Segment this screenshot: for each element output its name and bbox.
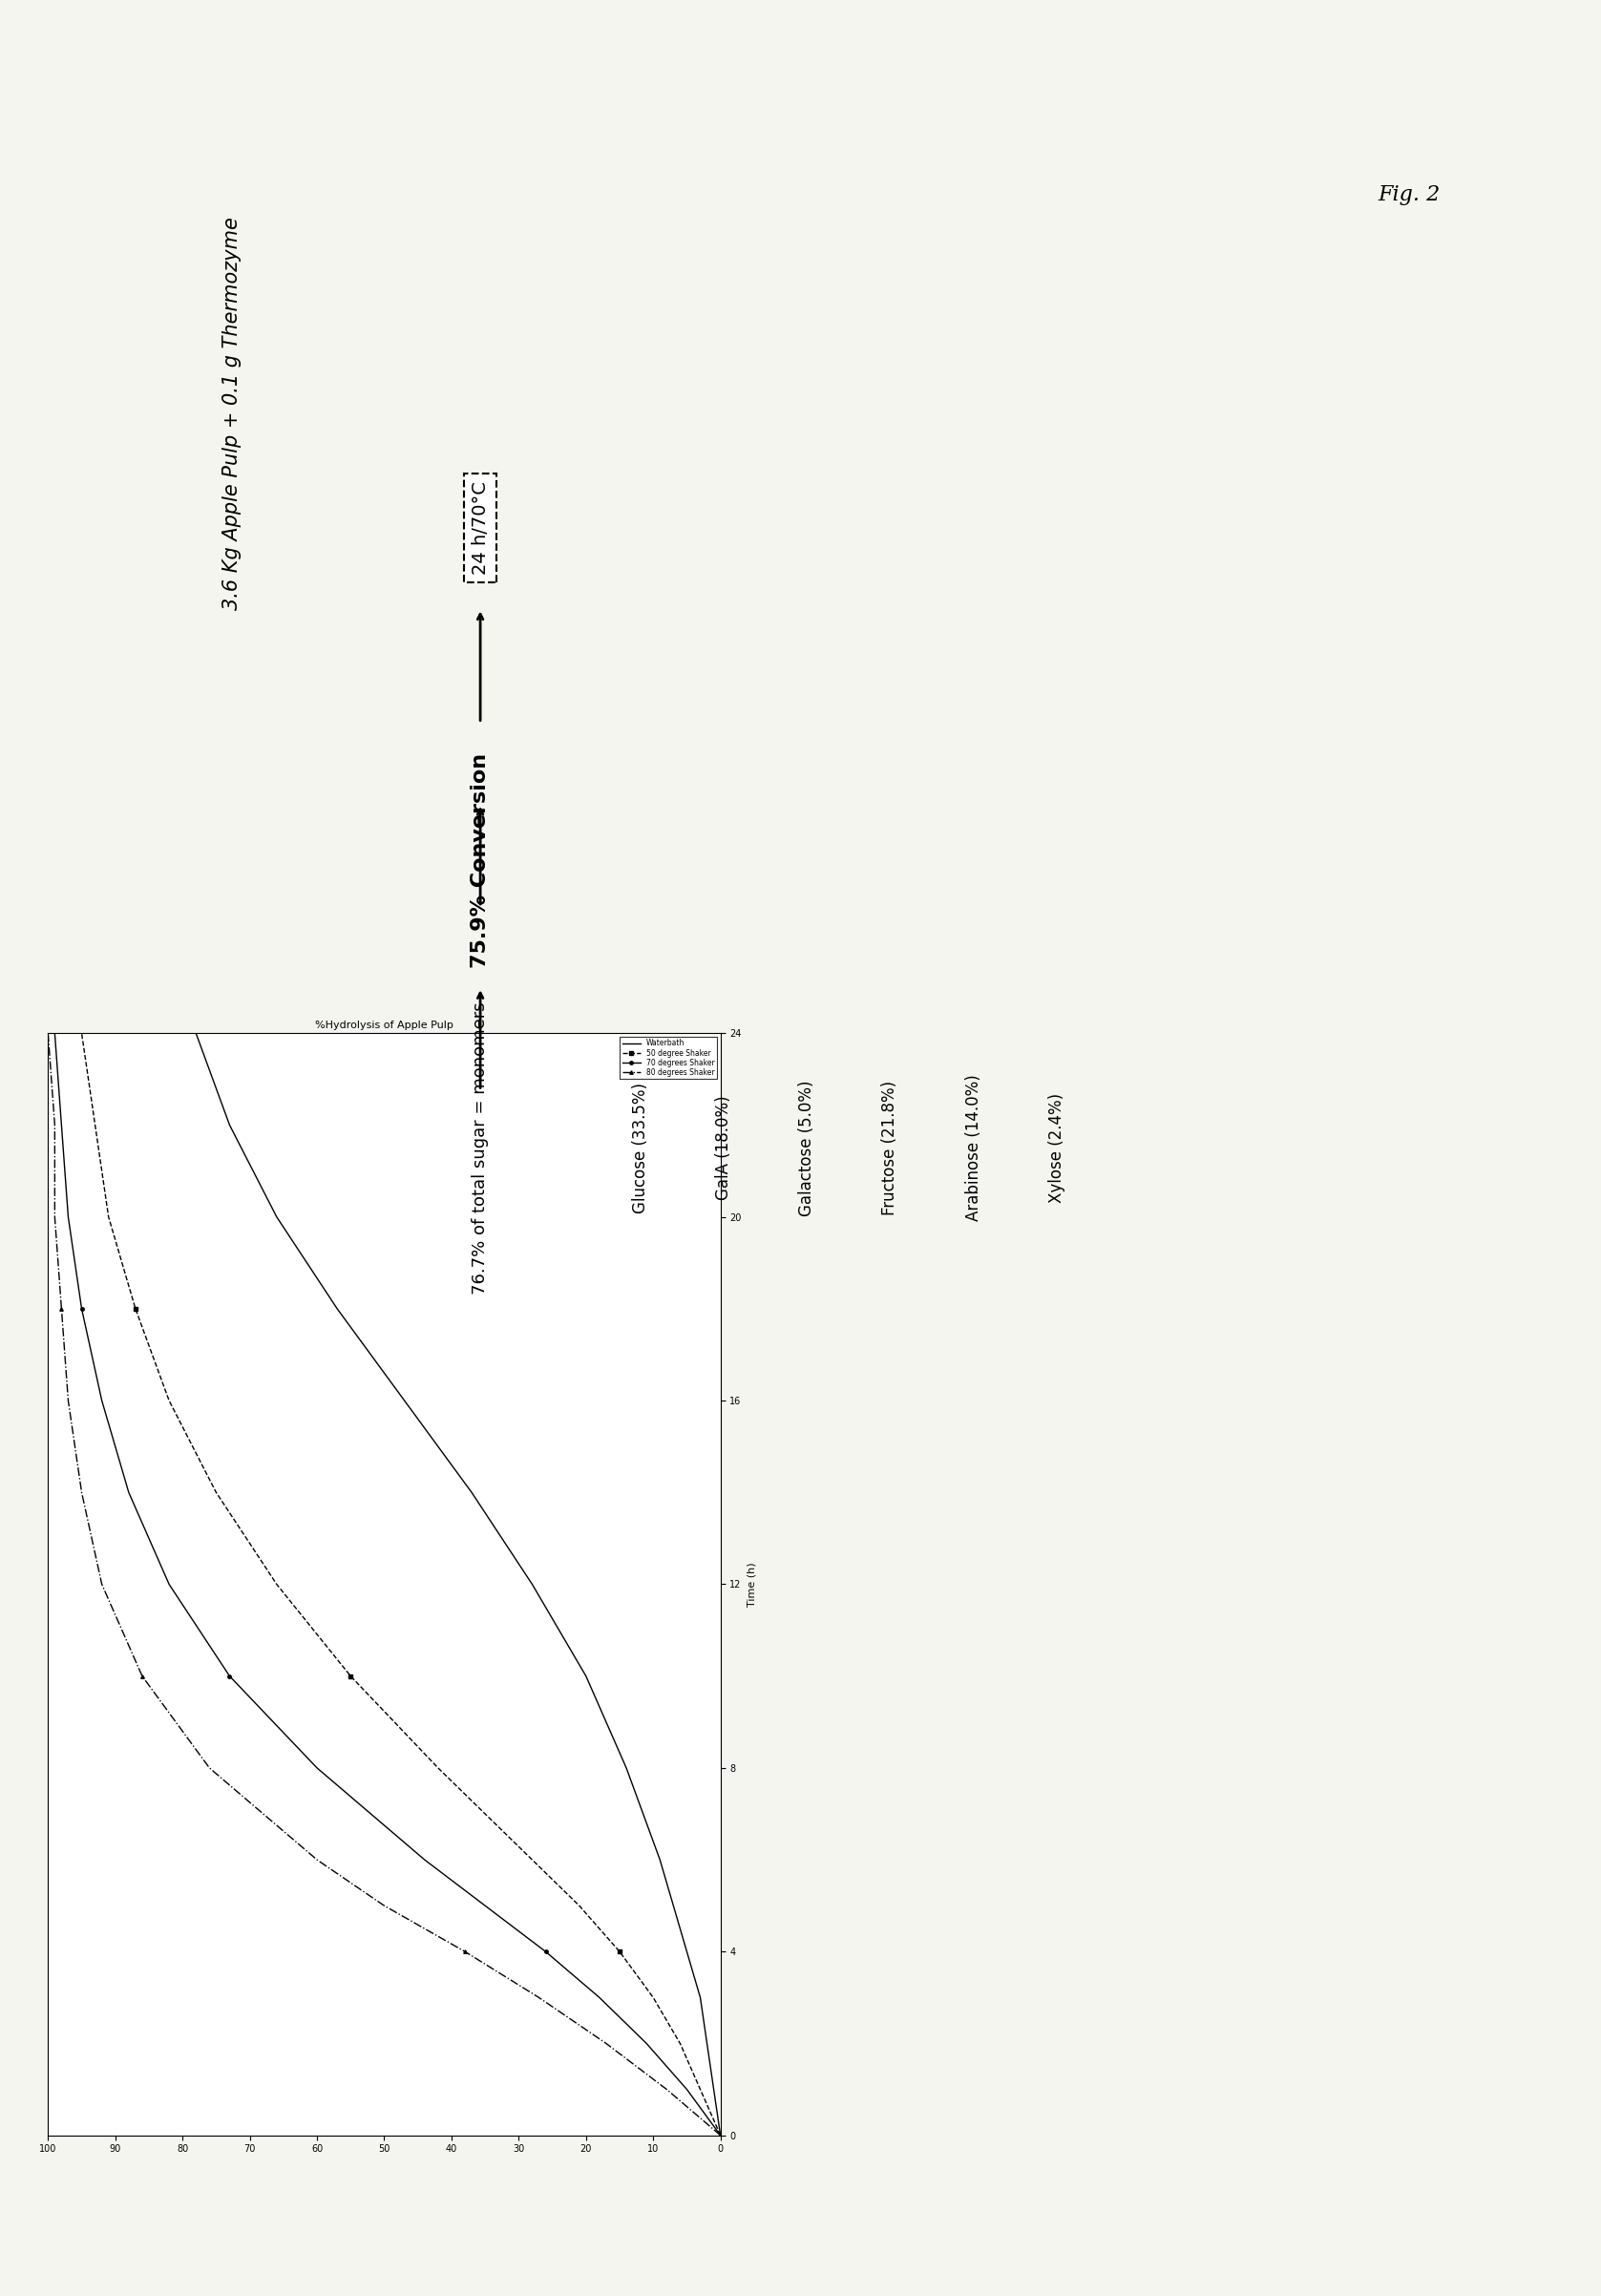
50 degree Shaker — [671, 2030, 690, 2057]
Line: 50 degree Shaker: 50 degree Shaker — [80, 1031, 722, 2138]
50 degree Shaker — [644, 1984, 663, 2011]
80 degrees Shaker — [375, 1892, 394, 1919]
50 degree Shaker — [160, 1387, 179, 1414]
70 degrees Shaker — [51, 1111, 70, 1139]
Waterbath — [395, 1387, 415, 1414]
Text: Galactose (5.0%): Galactose (5.0%) — [799, 1079, 815, 1217]
80 degrees Shaker — [72, 1479, 91, 1506]
Text: 76.7% of total sugar = monomers: 76.7% of total sugar = monomers — [472, 1001, 488, 1295]
80 degrees Shaker — [133, 1662, 152, 1690]
80 degrees Shaker — [38, 1019, 58, 1047]
Waterbath — [328, 1295, 347, 1322]
70 degrees Shaker — [415, 1846, 434, 1874]
50 degree Shaker — [522, 1846, 541, 1874]
80 degrees Shaker — [45, 1203, 64, 1231]
Line: Waterbath: Waterbath — [195, 1033, 720, 2135]
70 degrees Shaker — [711, 2122, 730, 2149]
Legend: Waterbath, 50 degree Shaker, 70 degrees Shaker, 80 degrees Shaker: Waterbath, 50 degree Shaker, 70 degrees … — [620, 1038, 717, 1079]
70 degrees Shaker — [72, 1295, 91, 1322]
70 degrees Shaker — [677, 2076, 696, 2103]
70 degrees Shaker — [307, 1754, 327, 1782]
80 degrees Shaker — [200, 1754, 219, 1782]
Waterbath — [698, 2030, 717, 2057]
Waterbath — [186, 1019, 205, 1047]
Text: Fig. 2: Fig. 2 — [1378, 184, 1439, 207]
Line: 70 degrees Shaker: 70 degrees Shaker — [53, 1031, 722, 2138]
Waterbath — [219, 1111, 239, 1139]
Waterbath — [463, 1479, 482, 1506]
80 degrees Shaker — [51, 1295, 70, 1322]
50 degree Shaker — [570, 1892, 589, 1919]
70 degrees Shaker — [536, 1938, 556, 1965]
70 degrees Shaker — [475, 1892, 495, 1919]
Waterbath — [664, 1892, 684, 1919]
Line: 80 degrees Shaker: 80 degrees Shaker — [46, 1031, 722, 2138]
70 degrees Shaker — [219, 1662, 239, 1690]
80 degrees Shaker — [656, 2076, 676, 2103]
Text: 3.6 Kg Apple Pulp + 0.1 g Thermozyme: 3.6 Kg Apple Pulp + 0.1 g Thermozyme — [223, 216, 242, 611]
Waterbath — [650, 1846, 669, 1874]
50 degree Shaker — [711, 2122, 730, 2149]
Waterbath — [704, 2076, 724, 2103]
80 degrees Shaker — [59, 1387, 78, 1414]
Waterbath — [267, 1203, 287, 1231]
70 degrees Shaker — [59, 1203, 78, 1231]
Waterbath — [522, 1570, 541, 1598]
50 degree Shaker — [126, 1295, 146, 1322]
50 degree Shaker — [690, 2076, 709, 2103]
80 degrees Shaker — [597, 2030, 616, 2057]
80 degrees Shaker — [455, 1938, 474, 1965]
80 degrees Shaker — [307, 1846, 327, 1874]
50 degree Shaker — [99, 1203, 118, 1231]
50 degree Shaker — [429, 1754, 448, 1782]
Text: Glucose (33.5%): Glucose (33.5%) — [632, 1084, 648, 1212]
Text: GalA (18.0%): GalA (18.0%) — [716, 1095, 732, 1201]
Text: Xylose (2.4%): Xylose (2.4%) — [1049, 1093, 1065, 1203]
70 degrees Shaker — [637, 2030, 656, 2057]
Text: Fructose (21.8%): Fructose (21.8%) — [882, 1081, 898, 1215]
Text: Arabinose (14.0%): Arabinose (14.0%) — [965, 1075, 981, 1221]
Waterbath — [677, 1938, 696, 1965]
Waterbath — [690, 1984, 709, 2011]
70 degrees Shaker — [589, 1984, 608, 2011]
Waterbath — [711, 2122, 730, 2149]
Text: 75.9% Conversion: 75.9% Conversion — [471, 753, 490, 969]
70 degrees Shaker — [160, 1570, 179, 1598]
Waterbath — [616, 1754, 636, 1782]
50 degree Shaker — [207, 1479, 226, 1506]
70 degrees Shaker — [93, 1387, 112, 1414]
Y-axis label: Time (h): Time (h) — [746, 1561, 756, 1607]
80 degrees Shaker — [93, 1570, 112, 1598]
80 degrees Shaker — [711, 2122, 730, 2149]
70 degrees Shaker — [118, 1479, 138, 1506]
50 degree Shaker — [610, 1938, 629, 1965]
50 degree Shaker — [85, 1111, 104, 1139]
50 degree Shaker — [341, 1662, 360, 1690]
50 degree Shaker — [72, 1019, 91, 1047]
Title: %Hydrolysis of Apple Pulp: %Hydrolysis of Apple Pulp — [315, 1019, 453, 1031]
50 degree Shaker — [267, 1570, 287, 1598]
Waterbath — [576, 1662, 596, 1690]
Text: 24 h/70°C: 24 h/70°C — [471, 482, 490, 574]
80 degrees Shaker — [45, 1111, 64, 1139]
80 degrees Shaker — [530, 1984, 549, 2011]
70 degrees Shaker — [45, 1019, 64, 1047]
